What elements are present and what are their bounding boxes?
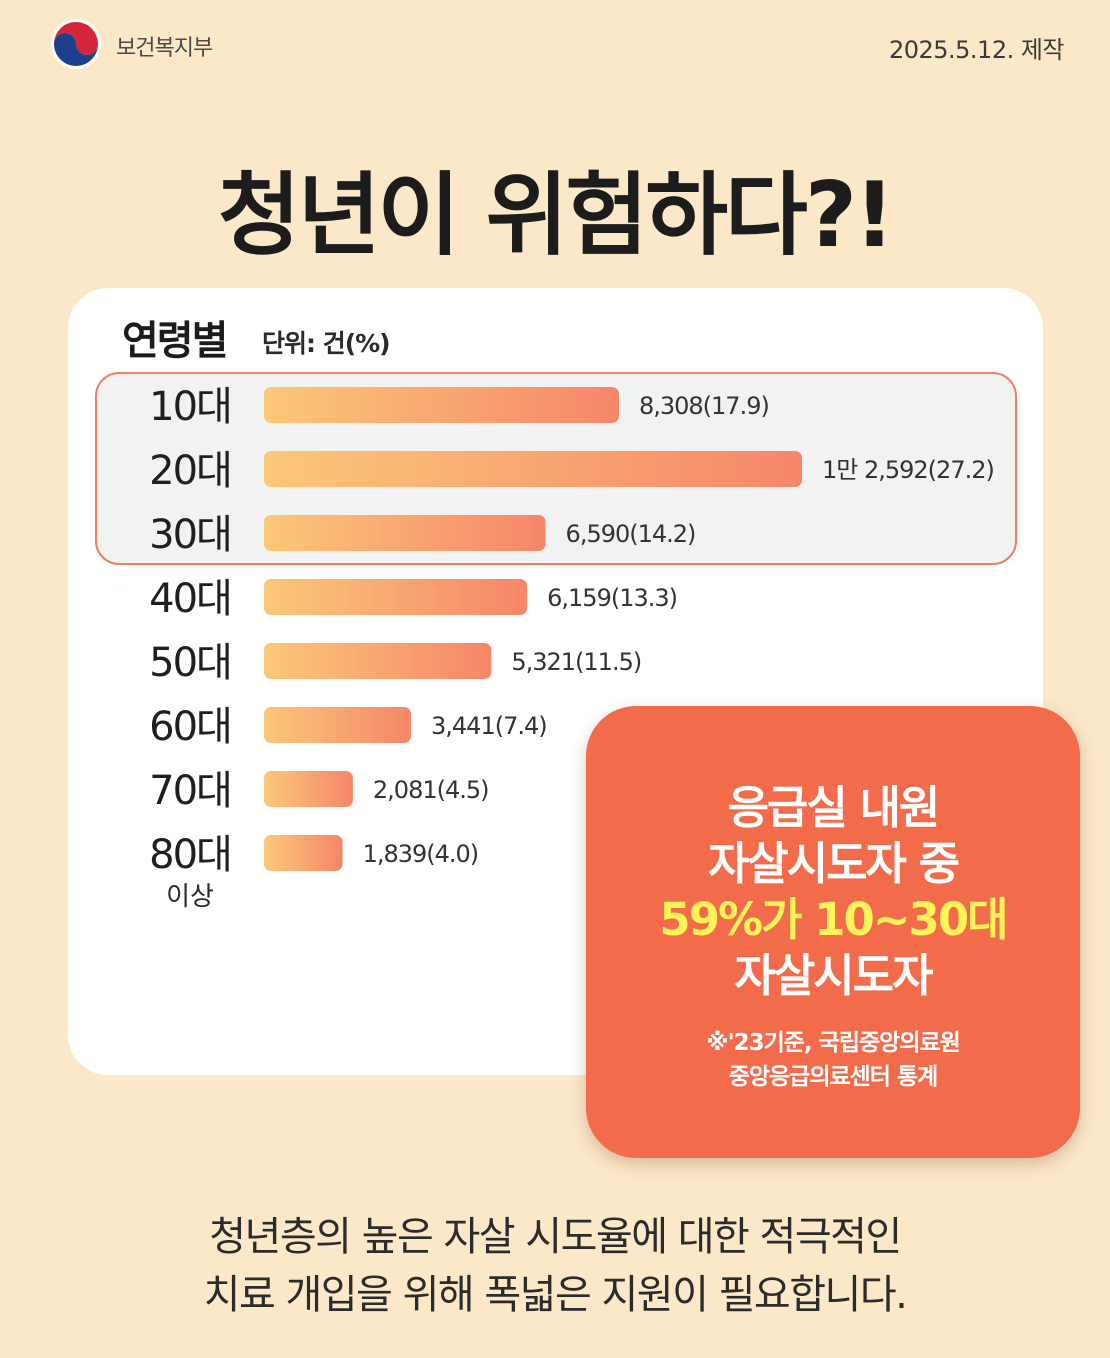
footer-line-2: 치료 개입을 위해 폭넓은 지원이 필요합니다. [203,1272,908,1318]
bar [264,387,619,423]
bar [264,515,546,551]
value-label: 1만 2,592(27.2) [822,456,994,484]
organization-name: 보건복지부 [116,36,213,61]
callout-line-4: 자살시도자 [734,949,933,1002]
value-label: 6,590(14.2) [566,520,696,548]
bar [264,707,412,743]
category-label: 40대 [149,576,231,622]
page-title: 청년이 위험하다?! [217,163,895,268]
category-label: 10대 [149,384,231,430]
footer-message: 청년층의 높은 자살 시도율에 대한 적극적인 치료 개입을 위해 폭넓은 지원… [0,1208,1110,1324]
value-label: 6,159(13.3) [547,584,677,612]
callout-note-line-2: 중앙응급의료센터 통계 [728,1064,939,1090]
header: 보건복지부 2025.5.12. 제작 [0,0,1110,90]
category-label: 50대 [149,640,231,686]
bar [264,643,492,679]
value-label: 3,441(7.4) [431,712,547,740]
value-label: 2,081(4.5) [373,776,489,804]
bar [264,451,802,487]
government-emblem-icon [51,19,101,69]
bar [264,835,343,871]
category-sublabel: 이상 [166,882,214,912]
production-date: 2025.5.12. 제작 [888,36,1065,64]
callout-box: 응급실 내원 자살시도자 중 59%가 10~30대 자살시도자 ※'23기준,… [586,706,1080,1158]
value-label: 1,839(4.0) [363,840,479,868]
callout-highlight-stat: 59%가 10~30대 [659,893,1008,946]
callout-note-line-1: ※'23기준, 국립중앙의료원 [706,1030,961,1056]
bar [264,579,528,615]
bar [264,771,353,807]
callout-source-note: ※'23기준, 국립중앙의료원 중앙응급의료센터 통계 [586,1026,1080,1094]
value-label: 5,321(11.5) [511,648,641,676]
category-label: 60대 [149,704,231,750]
callout-line-2: 자살시도자 중 [707,837,960,890]
category-label: 70대 [149,768,231,814]
callout-line-1: 응급실 내원 [727,781,941,834]
chart-title: 연령별 [122,318,228,364]
chart-unit: 단위: 건(%) [262,329,391,358]
footer-line-1: 청년층의 높은 자살 시도율에 대한 적극적인 [209,1214,902,1260]
category-label: 80대 [149,832,231,878]
category-label: 30대 [149,512,231,558]
value-label: 8,308(17.9) [639,392,769,420]
category-label: 20대 [149,448,231,494]
